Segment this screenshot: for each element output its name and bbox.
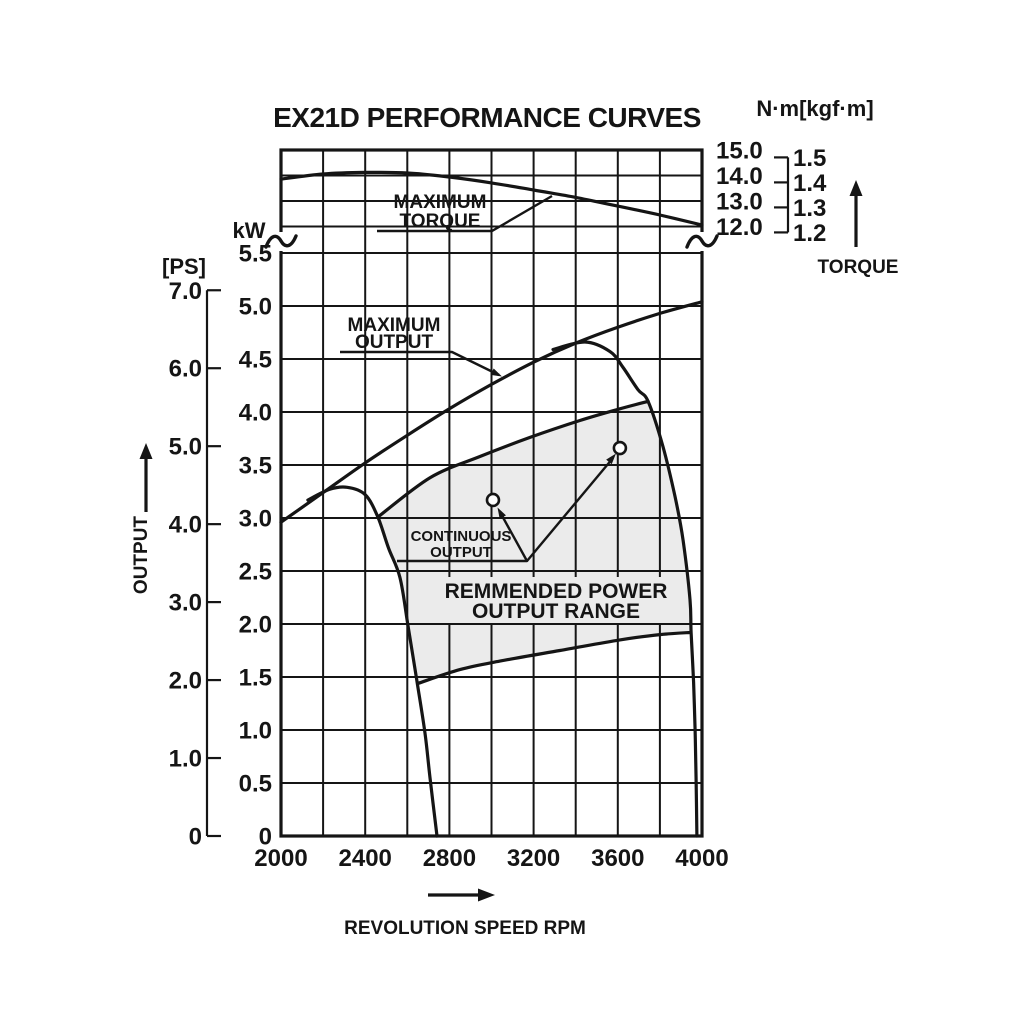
low-speed-limit-curve <box>306 485 439 838</box>
ps-unit-label: [PS] <box>162 254 206 279</box>
nm-tick-label: 15.0 <box>716 138 763 165</box>
continuous-output-point-marker <box>612 440 628 456</box>
kgfm-tick-label: 1.3 <box>793 195 826 222</box>
axis-break-icon-left <box>264 234 298 249</box>
kgfm-tick-label: 1.4 <box>793 170 827 197</box>
kw-tick-label: 2.0 <box>239 612 272 639</box>
continuous-output-leader-right <box>526 457 614 562</box>
markers-group <box>485 440 628 508</box>
up-arrow-icon-output <box>139 443 153 459</box>
maximum-torque-leader <box>377 194 553 233</box>
maximum-torque-label-line1: MAXIMUM <box>394 192 487 213</box>
nm-tick-label: 14.0 <box>716 163 763 190</box>
continuous-output-point-marker <box>485 492 501 508</box>
x-tick-label: 2800 <box>423 845 476 872</box>
kw-tick-label: 5.5 <box>239 241 272 268</box>
leader-arrowhead-icon-continuous-2 <box>606 453 616 465</box>
ps-tick-label: 5.0 <box>169 434 202 461</box>
ps-axis-group: 7.0 6.0 5.0 4.0 3.0 2.0 1.0 0 <box>169 278 221 851</box>
x-tick-label: 3200 <box>507 845 560 872</box>
region-label-line1: REMMENDED POWER <box>445 580 668 603</box>
ps-tick-label: 6.0 <box>169 356 202 383</box>
continuous-output-label-line1: CONTINUOUS <box>411 528 512 545</box>
kw-tick-label: 5.0 <box>239 294 272 321</box>
kw-tick-label: 3.5 <box>239 453 272 480</box>
maximum-output-curve <box>279 300 704 524</box>
kgfm-tick-label: 1.2 <box>793 220 826 247</box>
kw-unit-label: kW <box>233 218 266 243</box>
kw-tick-label: 4.0 <box>239 400 272 427</box>
kw-tick-label: 0.5 <box>239 771 272 798</box>
maximum-output-leader <box>340 350 500 377</box>
ps-tick-label: 4.0 <box>169 512 202 539</box>
kw-tick-label: 4.5 <box>239 347 272 374</box>
axis-break-icon-right <box>685 234 719 249</box>
maximum-output-label-line1: MAXIMUM <box>348 315 441 336</box>
torque-axis-title: TORQUE <box>818 257 899 278</box>
kw-tick-labels: 5.5 5.0 4.5 4.0 3.5 3.0 2.5 2.0 1.5 1.0 0.5 0 <box>239 241 272 851</box>
x-tick-label: 3600 <box>591 845 644 872</box>
high-speed-limit-curve <box>551 340 699 838</box>
kw-tick-label: 1.5 <box>239 665 272 692</box>
kw-tick-label: 0 <box>259 824 272 851</box>
leader-arrowhead-icon-max-output <box>490 368 502 377</box>
region-label-line2: OUTPUT RANGE <box>472 600 640 623</box>
torque-unit-header: N·m[kgf·m] <box>756 96 873 121</box>
ps-tick-label: 7.0 <box>169 278 202 305</box>
continuous-output-curve <box>376 399 650 519</box>
ps-tick-label: 0 <box>189 824 202 851</box>
x-tick-label: 2000 <box>254 845 307 872</box>
ps-tick-label: 2.0 <box>169 668 202 695</box>
kgfm-tick-label: 1.5 <box>793 145 826 172</box>
continuous-output-label-line2: OUTPUT <box>430 544 492 561</box>
nm-tick-label: 13.0 <box>716 189 763 216</box>
curves-group <box>279 170 704 838</box>
nm-tick-label: 12.0 <box>716 214 763 241</box>
nm-tick-labels: 15.014.013.012.0 <box>716 138 763 242</box>
up-arrow-icon-torque <box>849 180 863 196</box>
right-arrow-icon-rpm <box>478 888 495 902</box>
range-bottom-line <box>416 630 692 685</box>
maximum-output-label-line2: OUTPUT <box>355 332 434 353</box>
leader-arrowhead-icon-continuous-1 <box>497 507 506 519</box>
kgfm-bracket-group: 1.51.41.31.2 <box>774 145 827 247</box>
kw-tick-label: 1.0 <box>239 718 272 745</box>
output-axis-title: OUTPUT <box>131 516 152 595</box>
maximum-torque-label-line2: TORQUE <box>400 211 481 232</box>
x-tick-label: 2400 <box>339 845 392 872</box>
kw-tick-label: 3.0 <box>239 506 272 533</box>
ps-tick-label: 3.0 <box>169 590 202 617</box>
plot-frame <box>279 148 704 838</box>
kw-tick-label: 2.5 <box>239 559 272 586</box>
x-axis-title: REVOLUTION SPEED RPM <box>344 918 586 939</box>
x-tick-label: 4000 <box>675 845 728 872</box>
ps-tick-label: 1.0 <box>169 746 202 773</box>
x-tick-labels: 2000 2400 2800 3200 3600 4000 <box>254 845 728 872</box>
region-label-box <box>444 577 666 623</box>
maximum-torque-curve <box>279 170 704 227</box>
chart-title: EX21D PERFORMANCE CURVES <box>273 102 701 133</box>
